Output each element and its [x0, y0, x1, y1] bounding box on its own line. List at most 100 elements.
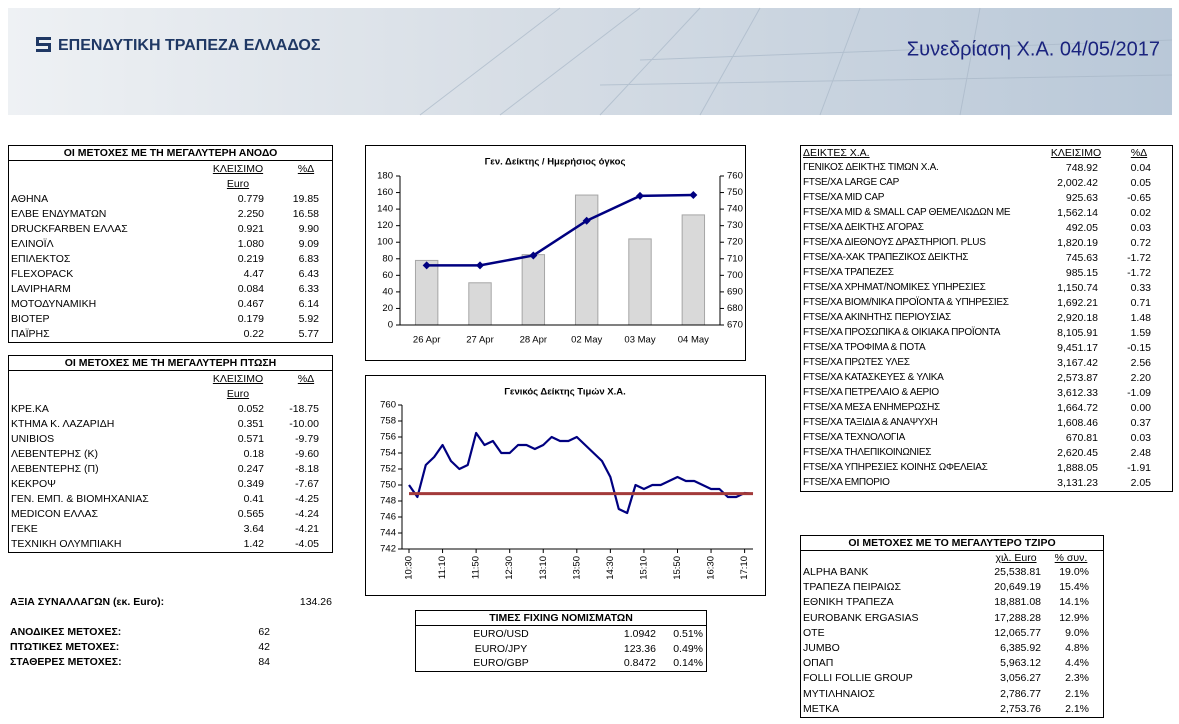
stock-name: JUMBO [803, 642, 840, 654]
column-header: ΚΛΕΙΣΙΜΟ [212, 373, 264, 385]
fx-change: 0.14% [673, 657, 703, 669]
change-pct: -10.00 [289, 418, 319, 430]
y-tick-label: 40 [382, 286, 393, 297]
index-close: 925.63 [1065, 192, 1098, 204]
stock-name: ΜΥΤΙΛΗΝΑΙΟΣ [803, 687, 875, 700]
table-title: ΟΙ ΜΕΤΟΧΕΣ ΜΕ ΤΗ ΜΕΓΑΛΥΤΕΡΗ ΑΝΟΔΟ [9, 146, 332, 161]
stock-name: LAVIPHARM [11, 283, 71, 295]
stock-name: ΒΙΟΤΕΡ [11, 313, 50, 325]
change-pct: 9.90 [298, 223, 319, 235]
y-tick-label: 750 [380, 480, 396, 491]
close-price: 0.18 [243, 448, 264, 460]
logo-icon [36, 37, 51, 52]
index-close: 1,608.46 [1057, 417, 1098, 429]
turnover-share: 2.3% [1065, 672, 1089, 685]
session-title: Συνεδρίαση Χ.Α. 04/05/2017 [907, 38, 1160, 60]
column-header: %Δ [297, 163, 315, 175]
y-tick-label: 100 [377, 237, 393, 248]
y2-tick-label: 690 [727, 286, 743, 297]
index-change: 0.37 [1130, 417, 1151, 429]
index-close: 1,820.19 [1057, 237, 1098, 249]
y2-tick-label: 740 [727, 204, 743, 215]
change-pct: -4.21 [295, 523, 319, 535]
index-change: 0.02 [1130, 207, 1151, 219]
turnover-value: 6,385.92 [1000, 642, 1041, 654]
bar [628, 238, 652, 326]
index-change: 1.48 [1130, 312, 1151, 324]
summary-label: ΑΞΙΑ ΣΥΝΑΛΛΑΓΩΝ (εκ. Euro): [10, 596, 165, 608]
column-header: ΔΕΙΚΤΕΣ Χ.Α. [803, 147, 870, 159]
turnover-share: 4.8% [1065, 642, 1089, 654]
close-price: 0.571 [237, 433, 264, 445]
fx-change: 0.49% [673, 642, 703, 655]
fx-change: 0.51% [673, 628, 703, 640]
x-tick-label: 17:10 [739, 556, 750, 580]
x-tick-label: 10:30 [404, 556, 415, 580]
turnover-value: 2,753.76 [1000, 702, 1041, 715]
line [408, 431, 754, 515]
index-close: 748.92 [1065, 162, 1098, 174]
chart-title: Γενικός Δείκτης Τιμών Χ.Α. [504, 387, 626, 398]
close-price: 0.179 [237, 313, 264, 325]
stock-name: ΕΛΒΕ ΕΝΔΥΜΑΤΩΝ [11, 208, 107, 220]
change-pct: 6.14 [298, 298, 319, 310]
close-price: 2.250 [237, 208, 264, 220]
index-close: 2,573.87 [1057, 372, 1098, 384]
index-change: 0.04 [1130, 162, 1151, 174]
turnover-share: 2.1% [1065, 702, 1089, 715]
change-pct: -8.18 [295, 463, 319, 475]
y-tick-label: 744 [380, 528, 396, 539]
close-price: 0.467 [237, 298, 264, 310]
x-tick-label: 03 May [624, 335, 655, 346]
table-box: ΤΙΜΕΣ FIXING ΝΟΜΙΣΜΑΤΩΝ EURO/USD 1.0942 0.5… [415, 610, 707, 672]
x-tick-label: 16:30 [706, 556, 717, 580]
change-pct: -9.60 [295, 448, 319, 460]
currency-pair: EURO/USD [473, 628, 529, 640]
y-tick-label: 742 [380, 544, 396, 555]
stock-name: ΑΘΗΝΑ [11, 193, 49, 205]
index-name: FTSE/XA ΥΠΗΡΕΣΙΕΣ ΚΟΙΝΗΣ ΩΦΕΛΕΙΑΣ [803, 462, 988, 473]
stock-name: ΛΕΒΕΝΤΕΡΗΣ (Κ) [11, 448, 99, 460]
index-name: FTSE/XA ΤΗΛΕΠΙΚΟΙΝΩΝΙΕΣ [803, 447, 932, 458]
index-name: FTSE/XA ΧΡΗΜΑΤ/ΝΟΜΙΚΕΣ ΥΠΗΡΕΣΙΕΣ [803, 282, 986, 293]
close-price: 1.080 [237, 238, 264, 250]
stock-name: UNIBIOS [11, 433, 55, 445]
y-tick-label: 756 [380, 432, 396, 443]
stock-name: ΜΕΤΚΑ [803, 702, 840, 715]
change-pct: 5.77 [298, 328, 319, 340]
index-name: FTSE/XA ΠΡΩΤΕΣ ΥΛΕΣ [803, 357, 910, 368]
index-name: FTSE/XA ΕΜΠΟΡΙΟ [803, 477, 890, 488]
stock-name: ΚΡΕ.ΚΑ [11, 403, 49, 415]
marker [422, 261, 431, 270]
index-close: 2,620.45 [1057, 447, 1098, 459]
stock-name: ΕΠΙΛΕΚΤΟΣ [11, 253, 71, 265]
index-name: FTSE/XA ΒΙΟΜ/ΝΙΚΑ ΠΡΟΪΟΝΤΑ & ΥΠΗΡΕΣΙΕΣ [803, 297, 1009, 308]
stock-name: ΟΠΑΠ [803, 657, 834, 670]
stock-name: ΛΕΒΕΝΤΕΡΗΣ (Π) [11, 463, 99, 475]
change-pct: 5.92 [298, 313, 319, 325]
y2-tick-label: 760 [727, 171, 743, 182]
x-tick-label: 02 May [571, 335, 602, 346]
x-tick-label: 13:50 [571, 556, 582, 580]
index-name: FTSE/XA ΠΕΤΡΕΛΑΙΟ & ΑΕΡΙΟ [803, 387, 939, 398]
turnover-share: 4.4% [1065, 657, 1089, 670]
change-pct: 16.58 [292, 208, 319, 220]
index-close: 985.15 [1065, 267, 1098, 279]
close-price: 0.247 [237, 463, 264, 475]
index-change: -1.72 [1127, 267, 1151, 279]
table-box: ΟΙ ΜΕΤΟΧΕΣ ΜΕ ΤΟ ΜΕΓΑΛΥΤΕΡΟ ΤΖΙΡΟ χιλ. Eu… [800, 535, 1104, 718]
close-price: 1.42 [243, 538, 264, 550]
y-tick-label: 748 [380, 496, 396, 507]
summary-label: ΣΤΑΘΕΡΕΣ ΜΕΤΟΧΕΣ: [10, 656, 122, 668]
stock-name: ΤΕΧΝΙΚΗ ΟΛΥΜΠΙΑΚΗ [11, 538, 122, 550]
index-close: 492.05 [1065, 222, 1098, 234]
y-tick-label: 754 [380, 448, 396, 459]
summary-value: 42 [258, 641, 270, 653]
line [426, 193, 694, 267]
summary-value: 84 [258, 656, 270, 668]
y-tick-label: 760 [380, 400, 396, 411]
index-change: 1.59 [1130, 327, 1151, 339]
y-tick-label: 752 [380, 464, 396, 475]
close-price: 4.47 [243, 268, 264, 280]
